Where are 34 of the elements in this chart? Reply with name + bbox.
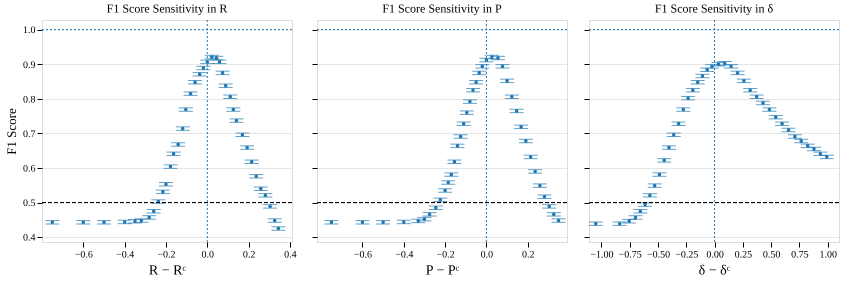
x-tick-label: 0.2 <box>522 250 534 260</box>
x-tick-label: −0.6 <box>354 250 372 260</box>
y-tick-label: 0.4 <box>23 232 36 244</box>
y-tick-label: 0.5 <box>23 198 36 210</box>
x-tick-label: 1.00 <box>819 250 837 260</box>
x-tick-label: −0.4 <box>395 250 414 260</box>
x-tick-label: 0.2 <box>242 250 256 260</box>
chart-title: F1 Score Sensitivity in P <box>382 2 502 16</box>
x-tick-label: −1.00 <box>590 250 614 260</box>
x-tick-label: 0.00 <box>706 250 724 260</box>
y-tick-label: 1.0 <box>23 25 36 36</box>
x-tick-label: −0.6 <box>74 250 93 260</box>
x-tick-label: 0.50 <box>762 250 780 260</box>
x-tick-label: 0.25 <box>734 250 752 260</box>
x-axis-title: δ − δᶜ <box>698 264 731 278</box>
x-tick-label: 0.0 <box>480 250 494 260</box>
x-tick-label: 0.75 <box>791 250 809 260</box>
x-tick-label: −0.4 <box>116 250 134 260</box>
x-axis-title: P − Pᶜ <box>426 264 460 278</box>
x-tick-label: −0.50 <box>646 250 670 260</box>
x-tick-label: −0.2 <box>436 250 455 260</box>
y-tick-label: 0.6 <box>23 164 36 174</box>
y-axis-title: F1 Score <box>4 108 19 155</box>
y-tick-label: 0.9 <box>23 60 36 71</box>
chart-title: F1 Score Sensitivity in R <box>106 2 228 16</box>
x-axis-title: R − Rᶜ <box>148 264 186 278</box>
x-tick-label: 0.4 <box>284 250 297 260</box>
x-tick-label: −0.75 <box>618 250 642 260</box>
y-tick-label: 0.7 <box>23 128 36 140</box>
x-tick-label: −0.2 <box>157 250 176 260</box>
y-tick-label: 0.8 <box>23 94 36 106</box>
chart-title: F1 Score Sensitivity in δ <box>654 2 774 16</box>
x-tick-label: 0.0 <box>202 250 214 260</box>
x-tick-label: −0.25 <box>675 250 698 260</box>
